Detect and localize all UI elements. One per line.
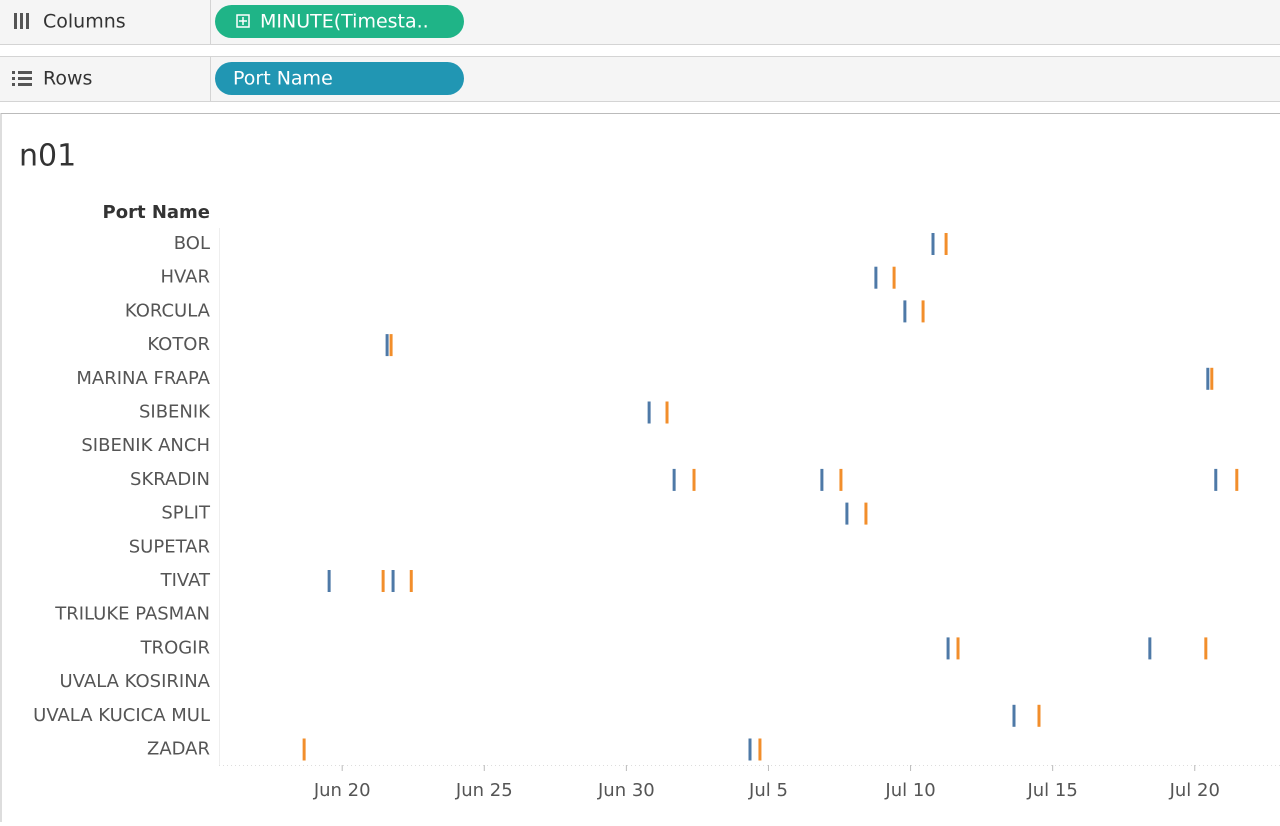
columns-shelf (0, 0, 1280, 44)
row-label: SUPETAR (129, 536, 210, 557)
columns-pill[interactable] (215, 5, 464, 38)
row-header: Port Name (103, 202, 210, 223)
pill-text[interactable]: Port Name (233, 68, 333, 90)
view-panel (0, 113, 1280, 826)
rows-pill[interactable] (215, 62, 464, 95)
shelf-label: Columns (43, 11, 126, 33)
row-label: KORCULA (125, 300, 211, 321)
x-tick-label: Jun 25 (455, 780, 513, 801)
row-label: BOL (174, 233, 210, 254)
row-label: TIVAT (160, 570, 211, 591)
pill-text[interactable]: MINUTE(Timesta.. (260, 11, 429, 33)
x-tick-label: Jun 20 (313, 780, 371, 801)
row-label: ZADAR (147, 739, 210, 760)
shelf-label: Rows (43, 68, 92, 90)
row-label: SKRADIN (130, 469, 210, 490)
row-label: TROGIR (140, 637, 210, 658)
row-label: UVALA KUCICA MUL (33, 705, 210, 726)
row-label: KOTOR (147, 334, 210, 355)
row-label: TRILUKE PASMAN (54, 604, 210, 625)
row-label: SIBENIK ANCH (81, 435, 210, 456)
row-label: MARINA FRAPA (76, 368, 210, 389)
x-tick-label: Jul 5 (748, 780, 788, 801)
row-label: SIBENIK (139, 402, 211, 423)
chart-title: n01 (19, 139, 76, 174)
rows-shelf (0, 57, 1280, 101)
x-tick-label: Jul 20 (1169, 780, 1220, 801)
columns-icon (14, 13, 29, 29)
rows-icon (12, 71, 32, 86)
x-tick-label: Jul 10 (884, 780, 935, 801)
x-tick-label: Jul 15 (1026, 780, 1077, 801)
row-label: UVALA KOSIRINA (60, 671, 211, 692)
row-label: HVAR (160, 267, 210, 288)
x-tick-label: Jun 30 (597, 780, 655, 801)
row-label: SPLIT (161, 503, 211, 524)
